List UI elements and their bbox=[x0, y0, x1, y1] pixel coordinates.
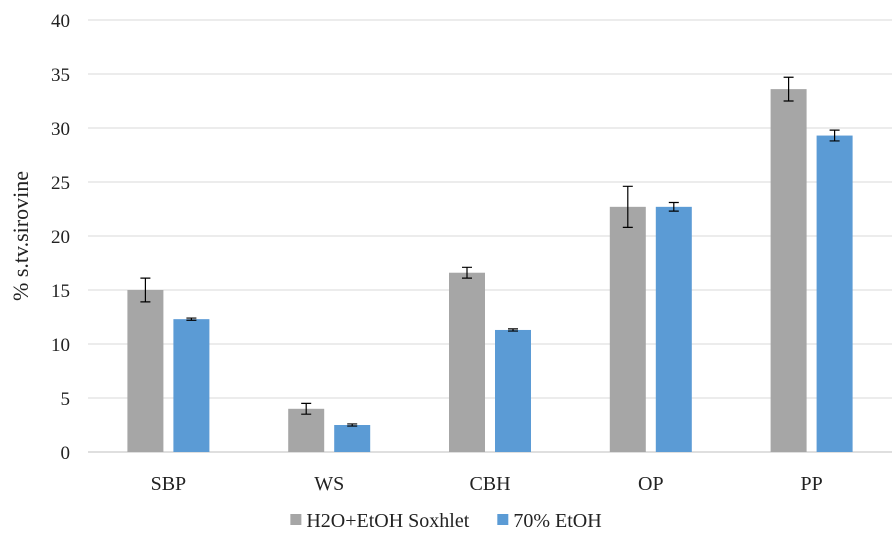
y-tick-label: 0 bbox=[61, 443, 71, 464]
y-tick-label: 15 bbox=[51, 281, 70, 302]
y-tick-label: 20 bbox=[51, 227, 70, 248]
y-tick-label: 35 bbox=[51, 65, 70, 86]
bar-pp-series-2 bbox=[816, 135, 853, 452]
y-axis-title: % s.tv.sirovine bbox=[8, 171, 33, 301]
legend-swatch-series-1 bbox=[290, 514, 302, 525]
y-tick-label: 5 bbox=[61, 389, 71, 410]
bar-cbh-series-2 bbox=[495, 329, 531, 452]
bar-sbp-series-2 bbox=[173, 319, 210, 452]
bar-op-series-1 bbox=[609, 206, 646, 452]
y-tick-label: 40 bbox=[51, 11, 70, 32]
error-bar-cbh-series-1 bbox=[462, 266, 472, 279]
error-bar-op-series-1 bbox=[622, 185, 633, 228]
bar-ws-series-1 bbox=[288, 408, 325, 452]
x-category-label: PP bbox=[800, 473, 822, 495]
error-bar-sbp-series-2 bbox=[186, 317, 197, 321]
bar-ws-series-2 bbox=[334, 425, 371, 452]
error-bar-pp-series-2 bbox=[829, 129, 840, 142]
y-tick-label: 25 bbox=[51, 173, 70, 194]
x-category-label: OP bbox=[638, 473, 664, 495]
error-bars bbox=[140, 76, 840, 427]
bar-pp-series-1 bbox=[770, 89, 807, 453]
legend-label: 70% EtOH bbox=[513, 510, 601, 532]
x-category-label: CBH bbox=[469, 473, 510, 495]
legend: H2O+EtOH Soxhlet 70% EtOH bbox=[290, 510, 602, 532]
error-bar-cbh-series-2 bbox=[508, 328, 518, 332]
error-bar-op-series-2 bbox=[668, 201, 679, 212]
y-tick-label: 30 bbox=[51, 119, 70, 140]
error-bar-ws-series-2 bbox=[347, 423, 358, 427]
legend-label: H2O+EtOH Soxhlet bbox=[306, 510, 469, 532]
y-tick-label: 10 bbox=[51, 335, 70, 356]
error-bar-pp-series-1 bbox=[783, 76, 794, 102]
legend-swatch-series-2 bbox=[497, 514, 509, 525]
x-axis-categories: SBP WS CBH OP PP bbox=[151, 473, 823, 495]
error-bar-ws-series-1 bbox=[301, 402, 312, 415]
x-category-label: SBP bbox=[151, 473, 187, 495]
gridlines bbox=[88, 19, 892, 453]
y-axis-ticks: 0 5 10 15 20 25 30 35 40 bbox=[51, 11, 70, 464]
bar-cbh-series-1 bbox=[449, 272, 485, 452]
x-category-label: WS bbox=[314, 473, 344, 495]
error-bar-sbp-series-1 bbox=[140, 277, 151, 303]
bar-sbp-series-1 bbox=[127, 290, 164, 452]
bars bbox=[127, 89, 853, 453]
bar-op-series-2 bbox=[655, 206, 692, 452]
